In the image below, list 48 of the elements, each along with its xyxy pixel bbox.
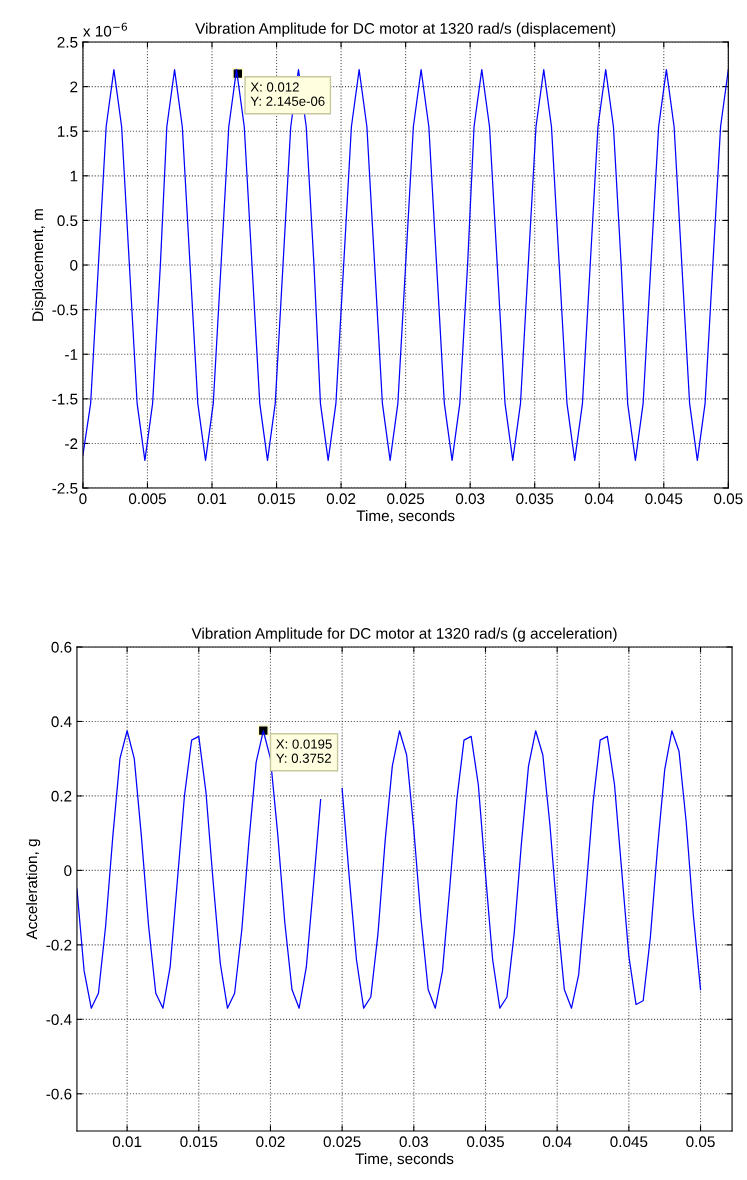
y-tick-label: 0 [64,865,72,877]
annotation: X: 0.0195 Y: 0.3752 [276,739,332,763]
y-tick-label: 0 [70,259,78,271]
x-tick-label: 0.025 [323,1136,361,1148]
x-axis-title: Time, seconds [355,1152,454,1166]
x-tick-label: 0.01 [197,493,227,505]
x-tick-label: 0.03 [455,493,485,505]
line-series [82,69,729,462]
x-tick-label: 0.02 [256,1136,285,1148]
y-tick-label: 1.5 [57,126,78,137]
x-tick-label: 0.025 [387,493,425,505]
text: x 10$^{−6}$ [83,22,128,37]
y-axis-title: Displacement, m [31,209,47,321]
x-axis-title: Time, seconds [356,509,455,523]
y-tick-label: 2 [70,81,78,93]
y-tick-label: 2.5 [57,36,78,48]
x-tick-label: 0.045 [610,1136,648,1148]
chart-title: Vibration Amplitude for DC motor at 1320 rad/s (displacement) [195,22,616,37]
x-tick-label: 0.03 [399,1136,429,1148]
chart-title: Vibration Amplitude for DC motor at 1320 rad/s (g acceleration) [191,627,617,642]
x-tick-label: 0.015 [180,1136,218,1148]
y-tick-label: -2.5 [52,482,78,494]
y-tick-label: 0.6 [51,641,72,653]
y-tick-label: -1.5 [52,393,78,405]
x-tick-label: 0.045 [645,493,683,505]
x-tick-label: 0.05 [686,1136,715,1148]
y-tick-label: -0.5 [52,304,78,316]
annotation: X: 0.012 Y: 2.145e-06 [250,82,325,106]
x-tick-label: 0.015 [258,493,296,505]
x-tick-label: 0.005 [128,493,166,505]
y-tick-label: 0.5 [57,215,78,227]
x-tick-label: 0 [79,493,87,505]
x-tick-label: 0.035 [466,1136,504,1148]
y-tick-label: -2 [65,438,78,449]
y-tick-label: 0.2 [51,790,72,802]
y-tick-label: -0.6 [46,1088,72,1100]
x-tick-label: 0.05 [714,493,743,505]
y-tick-label: -0.4 [46,1014,72,1026]
y-tick-label: -1 [65,349,78,360]
x-tick-label: 0.02 [326,493,356,505]
y-axis-title: Acceleration, g [25,839,41,940]
x-tick-label: 0.04 [584,493,614,505]
y-tick-label: -0.2 [46,939,72,951]
x-tick-label: 0.04 [542,1136,572,1148]
y-tick-label: 1 [70,170,78,182]
y-tick-label: 0.4 [51,716,72,728]
x-tick-label: 0.01 [112,1136,142,1148]
x-tick-label: 0.035 [516,493,554,505]
